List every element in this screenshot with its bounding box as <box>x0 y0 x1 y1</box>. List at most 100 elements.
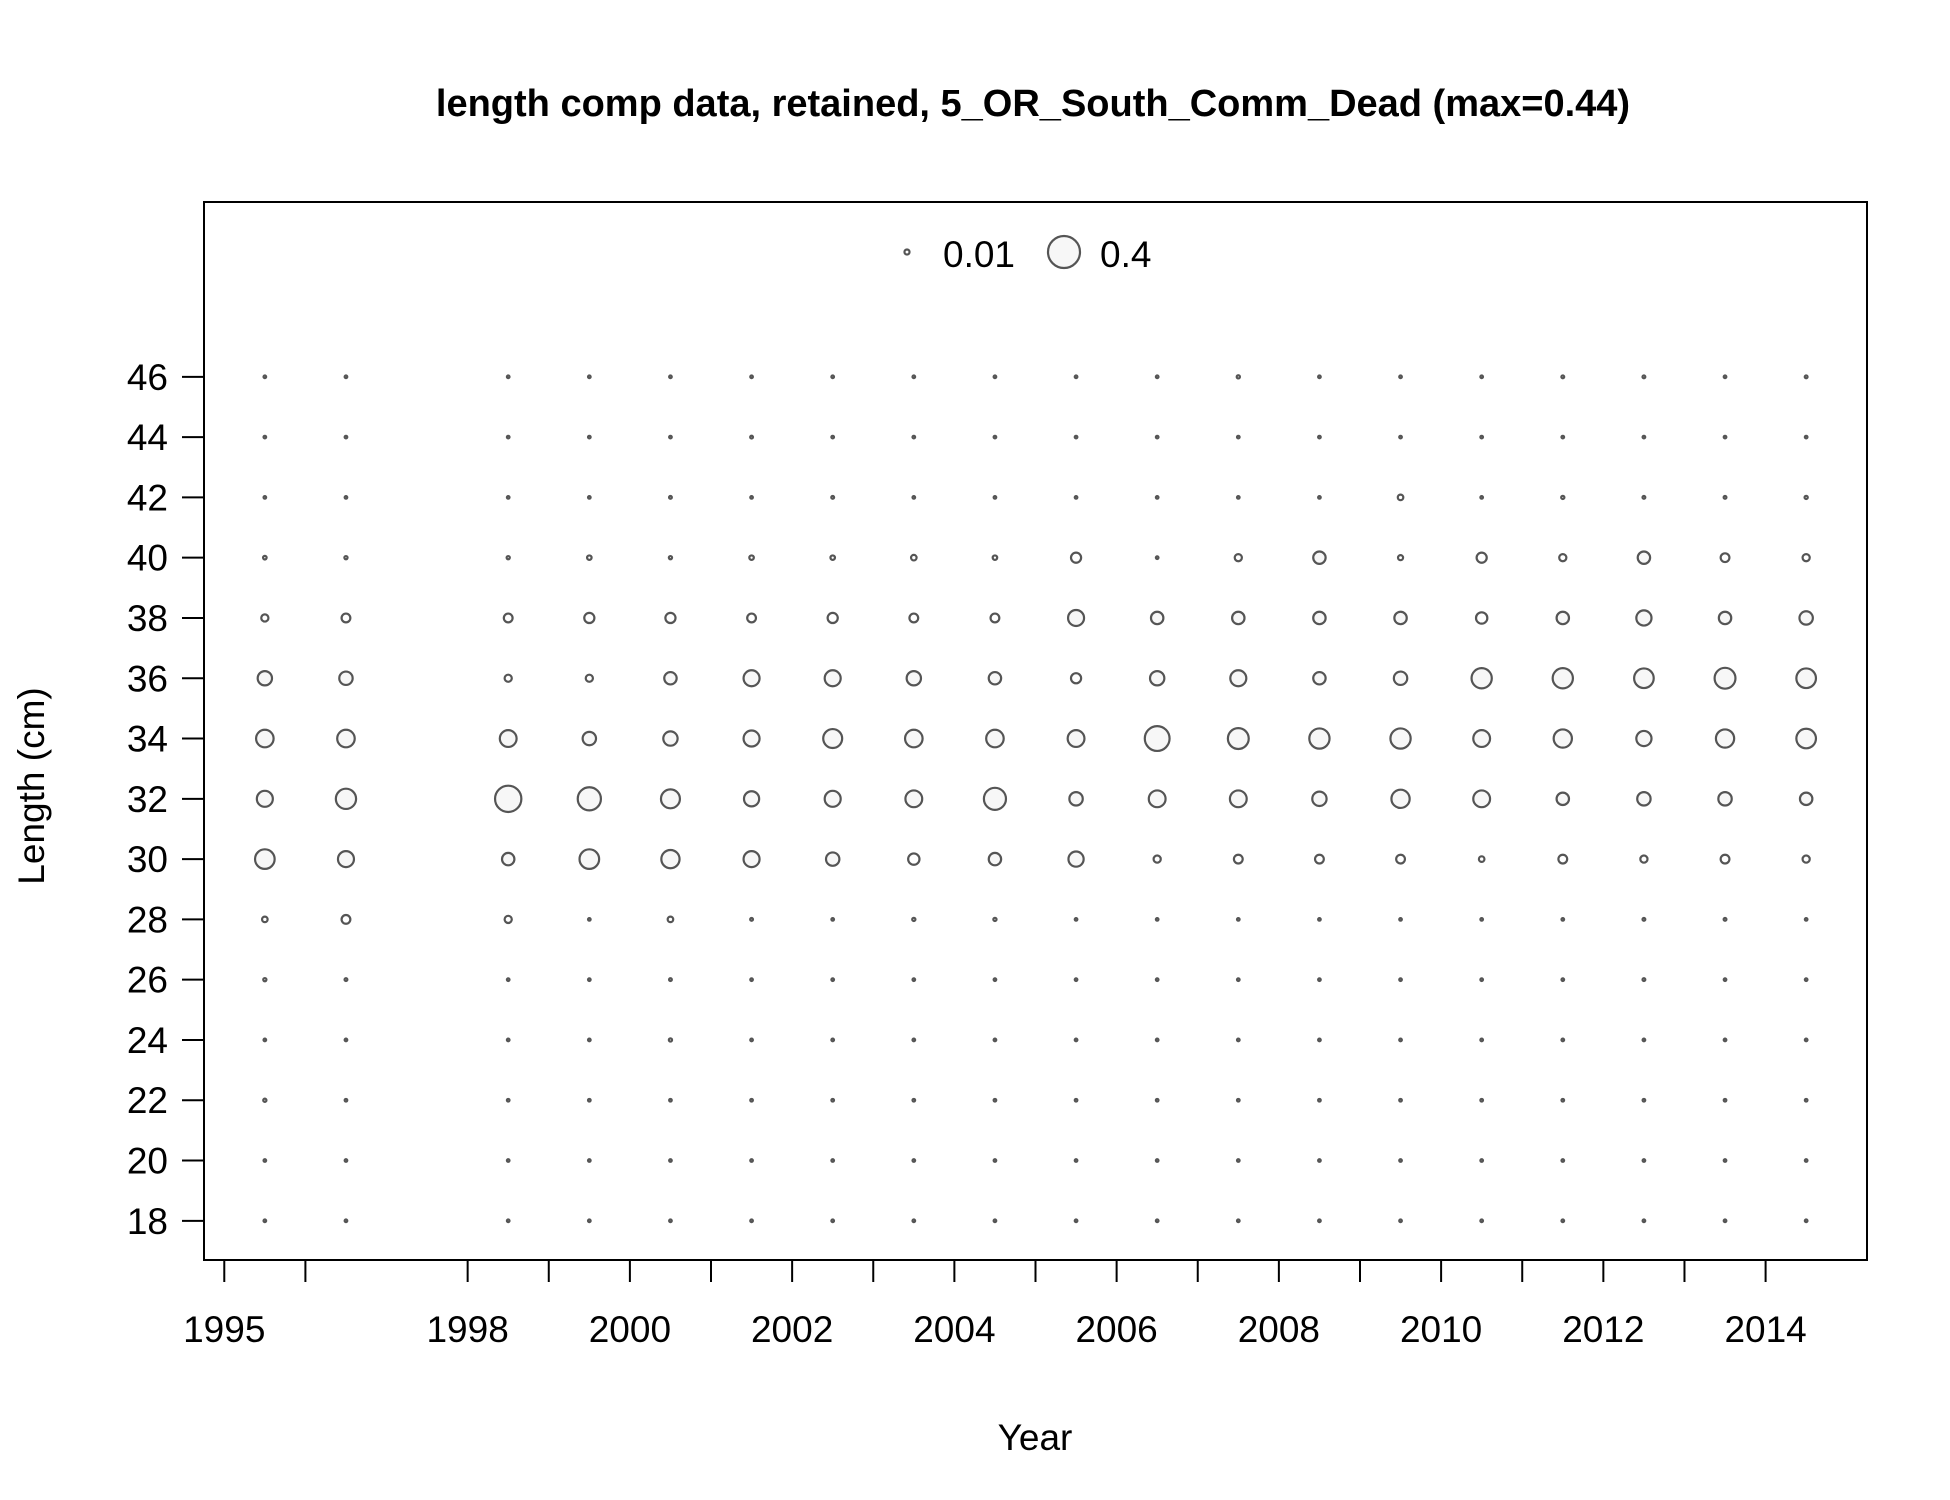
data-bubble <box>1154 434 1160 440</box>
data-bubble <box>830 977 836 983</box>
data-bubble <box>1390 788 1411 810</box>
data-bubble <box>262 1097 268 1103</box>
legend-bubble-large <box>1046 234 1082 270</box>
data-bubble <box>1479 1158 1485 1163</box>
data-bubble <box>746 612 758 624</box>
data-bubble <box>343 1158 349 1163</box>
data-bubble <box>911 977 917 983</box>
data-bubble <box>1073 1037 1079 1043</box>
data-bubble <box>667 554 674 561</box>
data-bubble <box>911 916 917 923</box>
data-bubble <box>903 728 924 749</box>
legend: 0.01 0.4 <box>903 234 1151 275</box>
data-bubble <box>911 434 917 440</box>
y-tick-label: 24 <box>127 1020 168 1061</box>
data-bubble <box>1235 977 1241 983</box>
data-bubble <box>1719 853 1731 865</box>
data-bubble <box>1317 374 1322 380</box>
data-bubble <box>334 787 358 811</box>
data-bubble <box>586 916 592 922</box>
data-bubble <box>1722 977 1728 983</box>
data-bubble <box>1317 1037 1322 1043</box>
data-bubble <box>1229 669 1248 688</box>
data-bubble <box>260 915 269 924</box>
data-bubble <box>262 1218 268 1224</box>
data-bubble <box>911 374 917 380</box>
data-bubble <box>668 1097 673 1103</box>
data-bubble <box>911 1158 917 1163</box>
data-bubble <box>1152 854 1162 864</box>
data-bubble <box>340 913 352 925</box>
data-bubble <box>1555 791 1571 807</box>
data-bubble <box>343 434 349 440</box>
data-bubble <box>1228 789 1248 809</box>
data-bubble <box>1068 791 1084 807</box>
data-bubble <box>989 612 1001 624</box>
data-bubble <box>1639 854 1649 864</box>
data-bubble <box>992 1037 998 1043</box>
data-bubble <box>1226 727 1250 751</box>
data-bubble <box>1398 1037 1403 1043</box>
data-bubble <box>1558 553 1568 563</box>
data-bubble <box>253 848 276 871</box>
data-bubble <box>668 434 673 440</box>
data-bubble <box>823 669 842 688</box>
x-tick-label: 2010 <box>1400 1309 1482 1350</box>
data-bubble <box>505 554 511 561</box>
chart-title: length comp data, retained, 5_OR_South_C… <box>436 83 1630 125</box>
data-bubble <box>1479 1097 1485 1103</box>
data-bubble <box>1149 610 1165 626</box>
data-bubble <box>749 434 755 440</box>
data-bubble <box>662 730 679 747</box>
data-bubble <box>1073 374 1079 380</box>
data-bubble <box>1154 494 1160 500</box>
data-bubble <box>992 374 998 380</box>
data-bubble <box>502 612 514 624</box>
data-bubble <box>1714 728 1736 749</box>
x-tick-label: 2014 <box>1724 1309 1806 1350</box>
data-bubble <box>1069 551 1083 564</box>
data-bubble <box>505 374 511 380</box>
data-bubble <box>907 852 921 866</box>
data-bubble <box>343 1037 349 1043</box>
x-tick-label: 2002 <box>751 1309 833 1350</box>
x-axis: 1995 1998 2000 2002 2004 2006 2008 2010 2012 2014 <box>183 1260 1807 1350</box>
data-bubble <box>343 977 349 983</box>
data-bubble <box>826 611 839 625</box>
data-bubble <box>1073 434 1079 440</box>
y-axis: 18 20 22 24 26 28 30 32 34 36 38 40 42 44 46 <box>127 357 204 1242</box>
data-bubble <box>1147 789 1167 809</box>
data-bubble <box>1154 1158 1160 1163</box>
data-bubble <box>1635 609 1653 627</box>
data-bubble <box>1396 554 1405 562</box>
data-bubble <box>1479 1218 1485 1224</box>
data-bubble <box>987 851 1003 867</box>
data-bubble <box>1722 374 1728 380</box>
data-bubble <box>1641 1158 1647 1163</box>
data-bubble <box>668 1158 673 1163</box>
data-bubble <box>505 1218 511 1224</box>
data-bubble <box>1067 850 1085 868</box>
x-tick-label: 2004 <box>913 1309 995 1350</box>
data-bubble <box>261 554 268 561</box>
data-bubble <box>586 1037 592 1043</box>
data-bubble <box>663 670 678 686</box>
data-bubble <box>830 1097 836 1103</box>
data-bubble <box>749 374 754 380</box>
data-bubble <box>982 786 1008 811</box>
data-bubble <box>1713 666 1737 690</box>
legend-label-large: 0.4 <box>1100 234 1151 275</box>
data-bubble <box>1235 1097 1241 1103</box>
data-bubble <box>1560 1158 1566 1163</box>
data-bubble <box>749 1158 754 1163</box>
data-bubble <box>1066 608 1086 628</box>
data-bubble <box>1641 434 1647 440</box>
data-bubble <box>1560 374 1566 380</box>
data-bubble <box>1636 791 1652 807</box>
data-bubble <box>1235 1037 1241 1043</box>
data-bubble <box>749 1218 754 1224</box>
data-bubble <box>505 494 511 500</box>
y-tick-label: 18 <box>127 1201 168 1242</box>
data-bubble <box>824 851 841 867</box>
